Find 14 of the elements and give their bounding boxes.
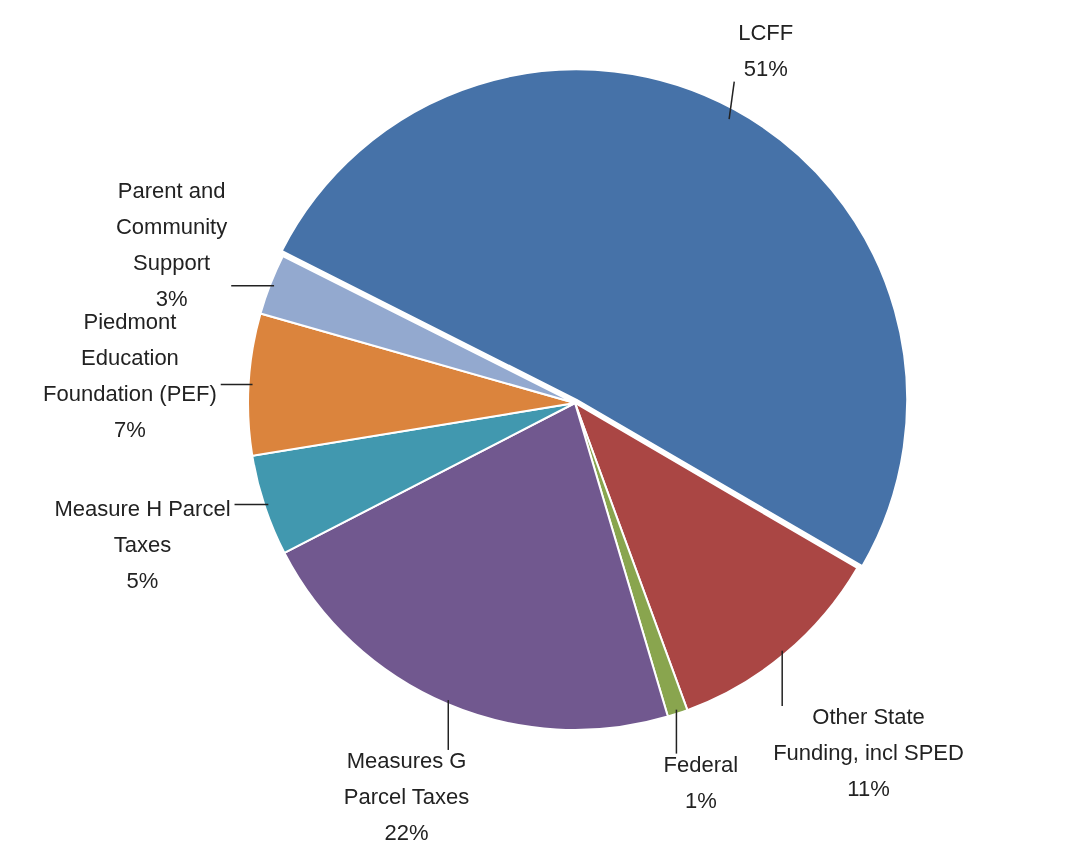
data-label: 5% bbox=[126, 568, 159, 594]
slice-label: LCFF bbox=[738, 19, 794, 45]
slice-label: Measures G Parcel Taxes bbox=[343, 748, 470, 810]
data-label: 51% bbox=[743, 55, 788, 81]
slice-label: Piedmont Education Foundation (PEF) bbox=[43, 309, 217, 407]
data-label: 3% bbox=[155, 285, 188, 311]
data-label: 1% bbox=[684, 787, 717, 813]
data-label: 11% bbox=[847, 776, 890, 802]
data-label: 22% bbox=[384, 820, 429, 846]
slice-label: Parent and Community Support bbox=[115, 177, 228, 275]
slice-label: Measure H Parcel Taxes bbox=[54, 496, 231, 558]
slice-label: Other State Funding, incl SPED bbox=[773, 704, 964, 766]
data-label: 7% bbox=[114, 417, 146, 443]
slice-label: Federal bbox=[663, 751, 739, 777]
